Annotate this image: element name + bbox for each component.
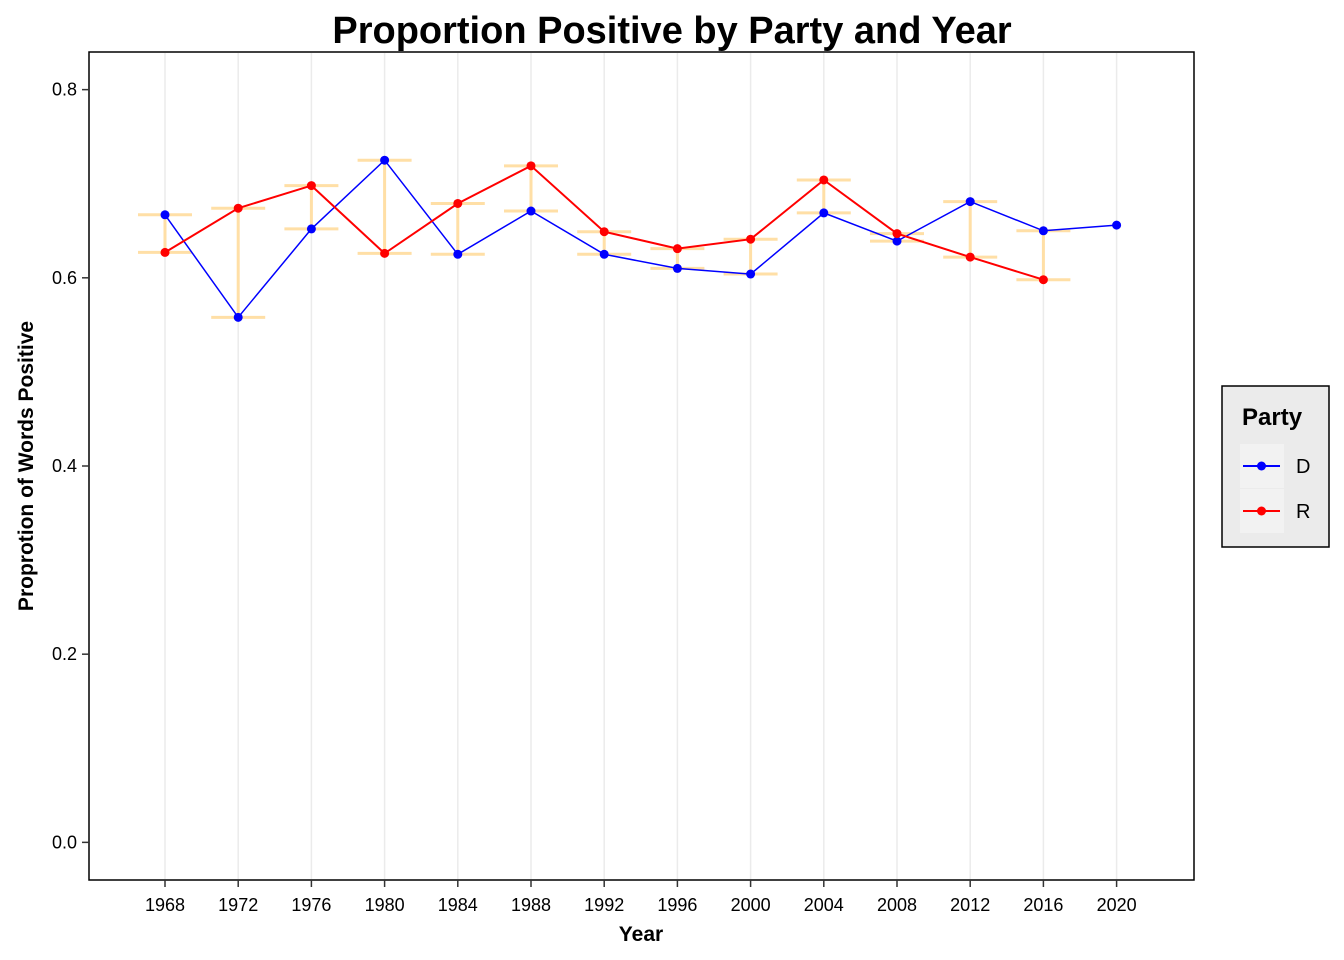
y-axis-title: Proprotion of Words Positive [15, 321, 38, 611]
x-tick-label: 1992 [584, 895, 624, 915]
point-d-2016 [1038, 226, 1048, 236]
point-d-1996 [672, 263, 682, 273]
y-tick-label: 0.6 [52, 268, 77, 288]
x-tick-label: 1996 [657, 895, 697, 915]
legend-key-point-r [1257, 506, 1266, 516]
x-tick-label: 1984 [438, 895, 478, 915]
legend-label-d: D [1296, 456, 1310, 478]
x-tick-label: 1972 [218, 895, 258, 915]
x-tick-label: 1968 [145, 895, 185, 915]
legend-box [1221, 385, 1330, 548]
chart-title: Proportion Positive by Party and Year [332, 10, 1011, 52]
legend-item-r: R [1240, 489, 1310, 533]
legend-title: Party [1242, 404, 1303, 431]
point-r-1992 [599, 227, 609, 237]
point-r-1988 [526, 161, 536, 171]
x-tick-label: 2004 [804, 895, 844, 915]
legend-key-point-d [1257, 461, 1266, 471]
y-tick-label: 0.2 [52, 644, 77, 664]
series-points [160, 155, 1122, 322]
legend-item-d: D [1240, 444, 1310, 488]
x-tick-label: 1976 [291, 895, 331, 915]
series-line-d [164, 159, 1117, 319]
y-tick-label: 0.4 [52, 456, 77, 476]
point-r-1968 [160, 247, 170, 257]
legend: Party D R [1221, 385, 1330, 548]
x-axis-title: Year [619, 923, 663, 946]
y-tick-label: 0.0 [52, 832, 77, 852]
x-tick-label: 1988 [511, 895, 551, 915]
point-d-2000 [746, 269, 756, 279]
point-d-2012 [965, 197, 975, 207]
point-d-1980 [380, 155, 390, 165]
y-axis: 0.0 0.2 0.4 0.6 0.8 [52, 80, 89, 852]
point-d-1992 [599, 249, 609, 259]
point-d-1968 [160, 210, 170, 220]
x-axis: 1968 1972 1976 1980 1984 1988 1992 1996 2000 2004… [145, 880, 1137, 915]
point-r-2016 [1038, 275, 1048, 285]
point-r-1984 [453, 198, 463, 208]
point-d-2020 [1112, 220, 1122, 230]
point-d-1976 [306, 224, 316, 234]
point-d-1972 [233, 312, 243, 322]
x-tick-label: 2012 [950, 895, 990, 915]
point-r-2000 [746, 234, 756, 244]
x-tick-label: 2016 [1023, 895, 1063, 915]
legend-label-r: R [1296, 501, 1310, 523]
plot-panel [88, 51, 1195, 881]
x-tick-label: 2008 [877, 895, 917, 915]
point-r-1972 [233, 203, 243, 213]
point-d-2004 [819, 208, 829, 218]
point-r-2008 [892, 229, 902, 239]
point-r-2012 [965, 252, 975, 262]
point-r-1976 [306, 181, 316, 191]
point-d-1984 [453, 249, 463, 259]
point-d-2008 [892, 236, 902, 246]
point-r-1996 [672, 244, 682, 254]
x-tick-label: 1980 [365, 895, 405, 915]
x-tick-label: 2020 [1097, 895, 1137, 915]
point-d-1988 [526, 206, 536, 216]
x-tick-label: 2000 [731, 895, 771, 915]
point-r-1980 [380, 248, 390, 258]
y-tick-label: 0.8 [52, 80, 77, 100]
point-r-2004 [819, 175, 829, 185]
